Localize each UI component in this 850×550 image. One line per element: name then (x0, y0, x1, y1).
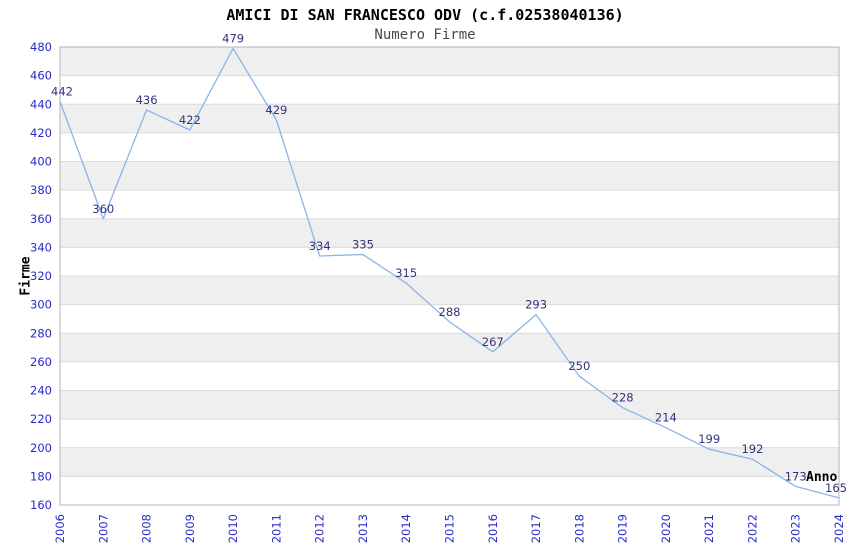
point-value-label: 436 (136, 93, 158, 107)
y-tick-label: 440 (30, 97, 52, 111)
grid-band (60, 47, 839, 76)
grid-band (60, 276, 839, 305)
x-tick-label: 2010 (226, 514, 240, 543)
y-tick-label: 260 (30, 355, 52, 369)
x-tick-label: 2017 (529, 514, 543, 543)
x-tick-label: 2023 (789, 514, 803, 543)
x-axis-title: Anno (806, 470, 838, 485)
point-value-label: 267 (482, 335, 504, 349)
x-tick-label: 2013 (356, 514, 370, 543)
y-tick-label: 240 (30, 384, 52, 398)
y-tick-label: 420 (30, 126, 52, 140)
y-tick-label: 220 (30, 412, 52, 426)
y-tick-label: 340 (30, 240, 52, 254)
y-tick-label: 360 (30, 212, 52, 226)
point-value-label: 192 (741, 442, 763, 456)
plot-border (59, 46, 840, 506)
x-tick-label: 2019 (616, 514, 630, 543)
point-value-label: 429 (265, 103, 287, 117)
x-tick-label: 2016 (486, 514, 500, 543)
grid-band (60, 218, 839, 248)
chart-title: AMICI DI SAN FRANCESCO ODV (c.f.02538040… (226, 6, 624, 24)
grid-band (60, 104, 839, 133)
x-tick-label: 2012 (313, 514, 327, 543)
point-value-label: 335 (352, 238, 374, 252)
x-tick-label: 2015 (443, 514, 457, 543)
x-tick-label: 2008 (140, 514, 154, 543)
y-tick-label: 160 (30, 498, 52, 512)
grid-band (60, 333, 839, 362)
x-tick-label: 2022 (745, 514, 759, 543)
x-tick-label: 2014 (399, 514, 413, 543)
point-value-label: 293 (525, 298, 547, 312)
x-tick-label: 2021 (702, 514, 716, 543)
grid-band (60, 447, 839, 477)
x-tick-label: 2011 (269, 514, 283, 543)
point-value-label: 288 (439, 305, 461, 319)
y-tick-label: 380 (30, 183, 52, 197)
point-value-label: 250 (568, 359, 590, 373)
grid-band (60, 390, 839, 420)
y-axis-title: Firme (18, 256, 34, 296)
point-value-label: 315 (395, 266, 417, 280)
x-tick-label: 2018 (572, 514, 586, 543)
x-tick-label: 2024 (832, 514, 846, 543)
point-value-label: 165 (825, 481, 847, 495)
point-value-label: 422 (179, 113, 201, 127)
point-value-label: 173 (785, 469, 807, 483)
y-tick-label: 300 (30, 298, 52, 312)
y-tick-label: 480 (30, 40, 52, 54)
x-tick-label: 2009 (183, 514, 197, 543)
point-value-label: 442 (51, 84, 73, 98)
point-value-label: 199 (698, 432, 720, 446)
y-tick-label: 400 (30, 155, 52, 169)
y-tick-label: 460 (30, 69, 52, 83)
point-value-label: 228 (612, 391, 634, 405)
series-line (59, 47, 840, 499)
point-value-label: 334 (309, 239, 331, 253)
chart-subtitle: Numero Firme (374, 27, 476, 43)
x-tick-label: 2020 (659, 514, 673, 543)
point-value-label: 214 (655, 411, 677, 425)
point-value-label: 360 (92, 202, 114, 216)
x-tick-label: 2006 (53, 514, 67, 543)
y-tick-label: 200 (30, 441, 52, 455)
point-value-label: 479 (222, 31, 244, 45)
x-tick-label: 2007 (96, 514, 110, 543)
y-tick-label: 280 (30, 326, 52, 340)
grid-band (60, 161, 839, 191)
y-tick-label: 320 (30, 269, 52, 283)
y-tick-label: 180 (30, 469, 52, 483)
